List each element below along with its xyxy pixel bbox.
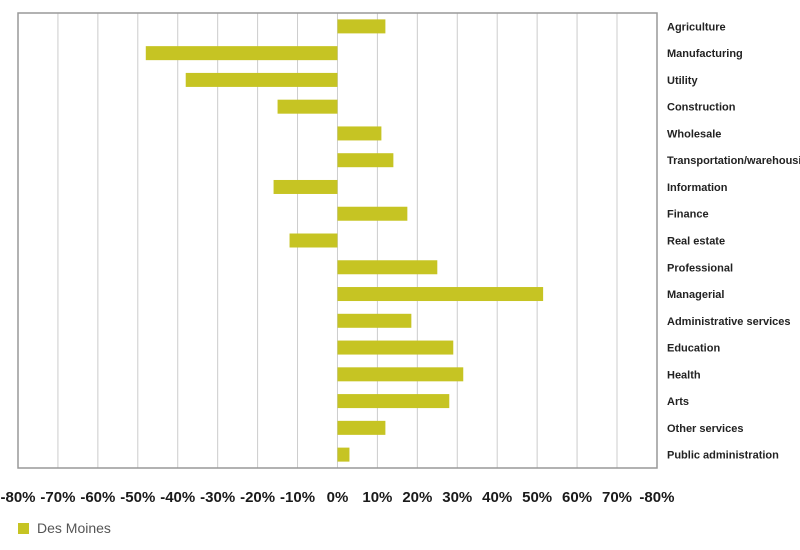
bar (337, 153, 394, 168)
category-label: Professional (667, 262, 733, 274)
category-label: Arts (667, 396, 689, 408)
category-label: Information (667, 182, 728, 194)
bars (145, 19, 544, 462)
x-tick-label: 50% (522, 489, 552, 506)
x-tick-labels: -80% -70% -60% -50% -40% -30% -20% -10% 0% 10% 20%… (0, 489, 674, 506)
x-tick-label: -40% (160, 489, 195, 506)
category-label: Transportation/warehousing (667, 155, 800, 167)
bar (145, 46, 338, 61)
category-label: Utility (667, 75, 698, 87)
bar (337, 340, 454, 355)
bar (337, 260, 438, 275)
category-label: Real estate (667, 236, 725, 248)
bar (337, 394, 450, 409)
x-tick-label: 30% (442, 489, 472, 506)
x-tick-label: -70% (40, 489, 75, 506)
x-tick-label: -10% (280, 489, 315, 506)
bar (337, 206, 408, 221)
category-label: Other services (667, 423, 743, 435)
gridlines (57, 13, 618, 468)
bar (337, 420, 386, 435)
x-tick-label: 0% (327, 489, 349, 506)
x-tick-label: -50% (120, 489, 155, 506)
bar (289, 233, 338, 248)
legend-swatch (18, 522, 29, 534)
x-tick-label: 70% (602, 489, 632, 506)
bar (337, 126, 382, 141)
category-label: Finance (667, 209, 709, 221)
category-label: Health (667, 369, 701, 381)
category-label: Manufacturing (667, 48, 743, 60)
x-tick-label: -80% (0, 489, 35, 506)
category-label: Public administration (667, 450, 779, 462)
category-label: Administrative services (667, 316, 791, 328)
x-tick-label: 60% (562, 489, 592, 506)
category-labels: Agriculture Manufacturing Utility Construct… (667, 21, 800, 461)
bar (337, 447, 350, 462)
x-tick-label: 40% (482, 489, 512, 506)
x-tick-label: -60% (80, 489, 115, 506)
x-tick-label: 20% (402, 489, 432, 506)
bar (185, 72, 338, 87)
bar (277, 99, 338, 114)
bar (337, 287, 544, 302)
bar (273, 179, 338, 194)
category-label: Construction (667, 102, 736, 114)
legend-label: Des Moines (37, 520, 111, 536)
x-tick-label: 10% (362, 489, 392, 506)
category-label: Wholesale (667, 128, 721, 140)
x-tick-label: -30% (200, 489, 235, 506)
category-label: Managerial (667, 289, 724, 301)
x-tick-label: -20% (240, 489, 275, 506)
category-label: Education (667, 343, 720, 355)
x-tick-label: -80% (639, 489, 674, 506)
plot-frame (17, 12, 658, 469)
legend: Des Moines (18, 520, 111, 536)
bar (337, 19, 386, 34)
bar (337, 313, 412, 328)
bar (337, 367, 464, 382)
category-label: Agriculture (667, 21, 726, 33)
